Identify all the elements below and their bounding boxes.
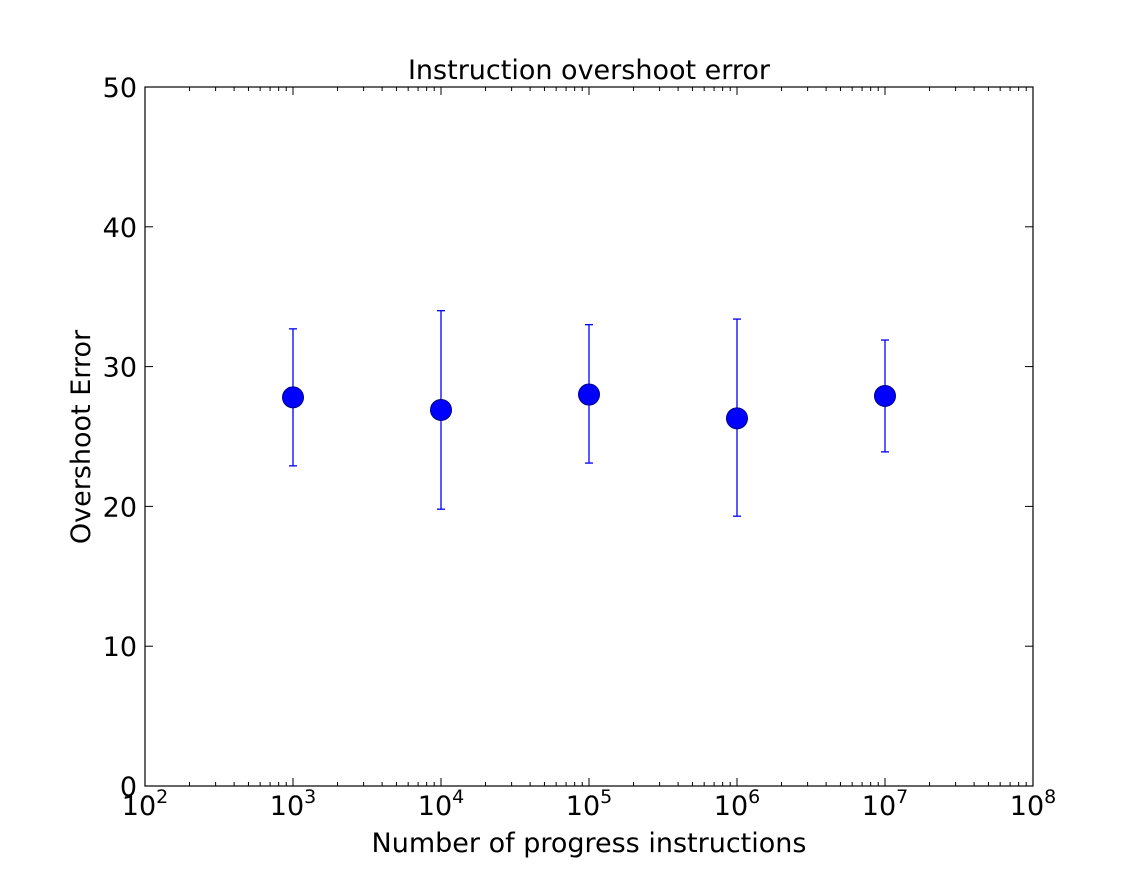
data-point-marker — [578, 383, 600, 406]
x-tick-label-exponent: 6 — [748, 786, 760, 808]
x-tick-label-exponent: 3 — [304, 786, 316, 808]
major-ticks — [144, 86, 1034, 787]
y-tick-label: 10 — [103, 632, 137, 663]
error-bars — [289, 310, 889, 517]
x-tick-label-exponent: 8 — [1044, 786, 1056, 808]
x-tick-label: 106 — [714, 786, 760, 822]
y-tick-label: 30 — [103, 353, 137, 384]
data-point-marker — [726, 407, 748, 430]
data-point-marker — [282, 386, 304, 409]
x-tick-label: 105 — [566, 786, 612, 822]
x-tick-label: 102 — [122, 786, 168, 822]
x-tick-label-base: 10 — [714, 791, 748, 822]
x-tick-label-exponent: 5 — [600, 786, 612, 808]
data-point-marker — [430, 398, 452, 421]
data-point-marker — [874, 384, 896, 407]
x-tick-label-exponent: 7 — [896, 786, 908, 808]
y-tick-label: 0 — [120, 772, 137, 803]
x-axis-label: Number of progress instructions — [372, 828, 807, 859]
y-tick-label: 40 — [103, 213, 137, 244]
x-tick-label-exponent: 4 — [452, 786, 464, 808]
x-tick-label-exponent: 2 — [156, 786, 168, 808]
y-tick-label: 20 — [103, 492, 137, 523]
x-tick-label: 107 — [862, 786, 908, 822]
chart-title: Instruction overshoot error — [408, 55, 771, 86]
y-tick-label: 50 — [103, 73, 137, 104]
x-tick-label-base: 10 — [1010, 791, 1044, 822]
x-tick-label-base: 10 — [122, 791, 156, 822]
x-tick-label-base: 10 — [862, 791, 896, 822]
x-tick-label: 104 — [418, 786, 464, 822]
x-tick-label: 103 — [270, 786, 316, 822]
x-tick-label-base: 10 — [566, 791, 600, 822]
y-axis-label: Overshoot Error — [66, 329, 97, 544]
x-tick-label-base: 10 — [418, 791, 452, 822]
x-tick-label-base: 10 — [270, 791, 304, 822]
minor-ticks — [189, 87, 1027, 786]
data-points — [282, 383, 896, 430]
x-tick-label: 108 — [1010, 786, 1056, 822]
